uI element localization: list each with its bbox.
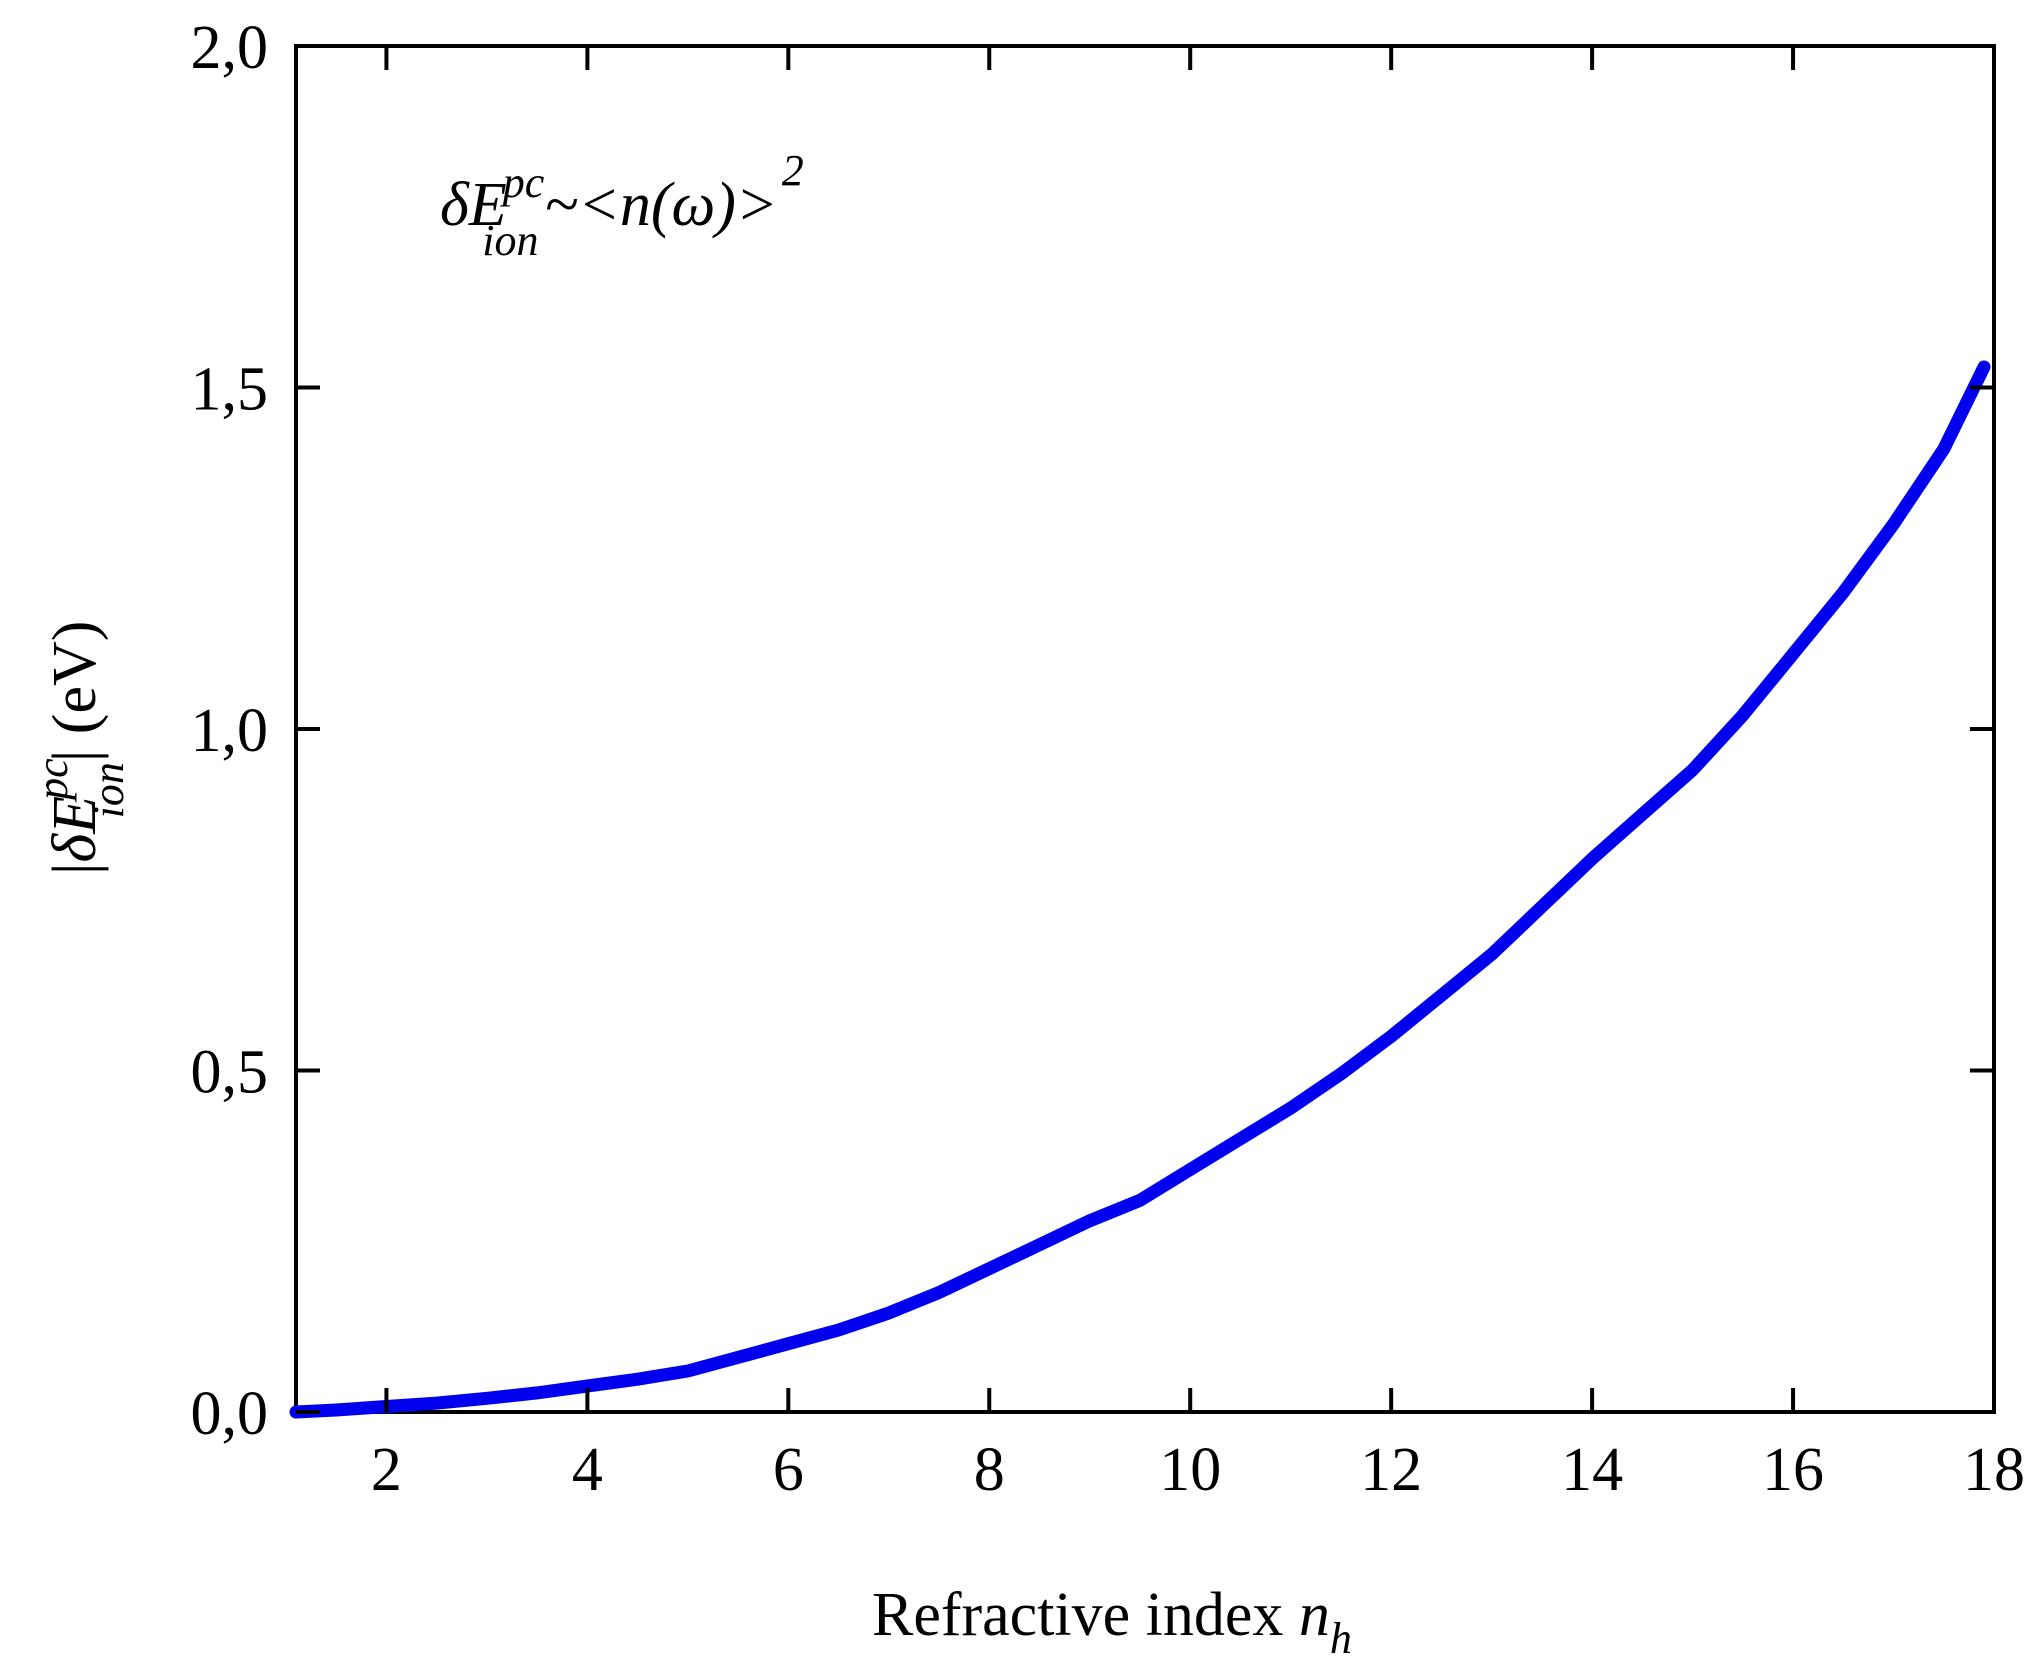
plot-frame [294, 44, 1996, 1414]
x-tick-label: 14 [1561, 1436, 1623, 1504]
x-tick-label: 16 [1762, 1436, 1824, 1504]
x-axis: 2 4 6 8 10 12 14 16 18 [371, 46, 2025, 1504]
y-tick-label: 0,5 [191, 1039, 269, 1107]
x-tick-label: 12 [1360, 1436, 1422, 1504]
x-tick-label: 2 [371, 1436, 402, 1504]
series-line-0 [289, 360, 1991, 1419]
x-tick-label: 4 [572, 1436, 603, 1504]
x-axis-title: Refractive index nh [872, 1581, 1352, 1663]
x-tick-label: 6 [773, 1436, 804, 1504]
plot-area [289, 44, 1996, 1419]
y-tick-label: 1,5 [191, 356, 269, 424]
x-tick-label: 8 [974, 1436, 1005, 1504]
y-axis: 0,0 0,5 1,0 1,5 2,0 [191, 14, 1994, 1448]
x-tick-label: 18 [1963, 1436, 2025, 1504]
y-tick-label: 0,0 [191, 1380, 269, 1448]
y-axis-title: |δEpc ion| (eV) [28, 621, 133, 875]
y-tick-label: 2,0 [191, 14, 269, 82]
annotation: δEpc ion~<n(ω)>2 [440, 146, 804, 265]
y-tick-label: 1,0 [191, 697, 269, 765]
x-tick-label: 10 [1159, 1436, 1221, 1504]
